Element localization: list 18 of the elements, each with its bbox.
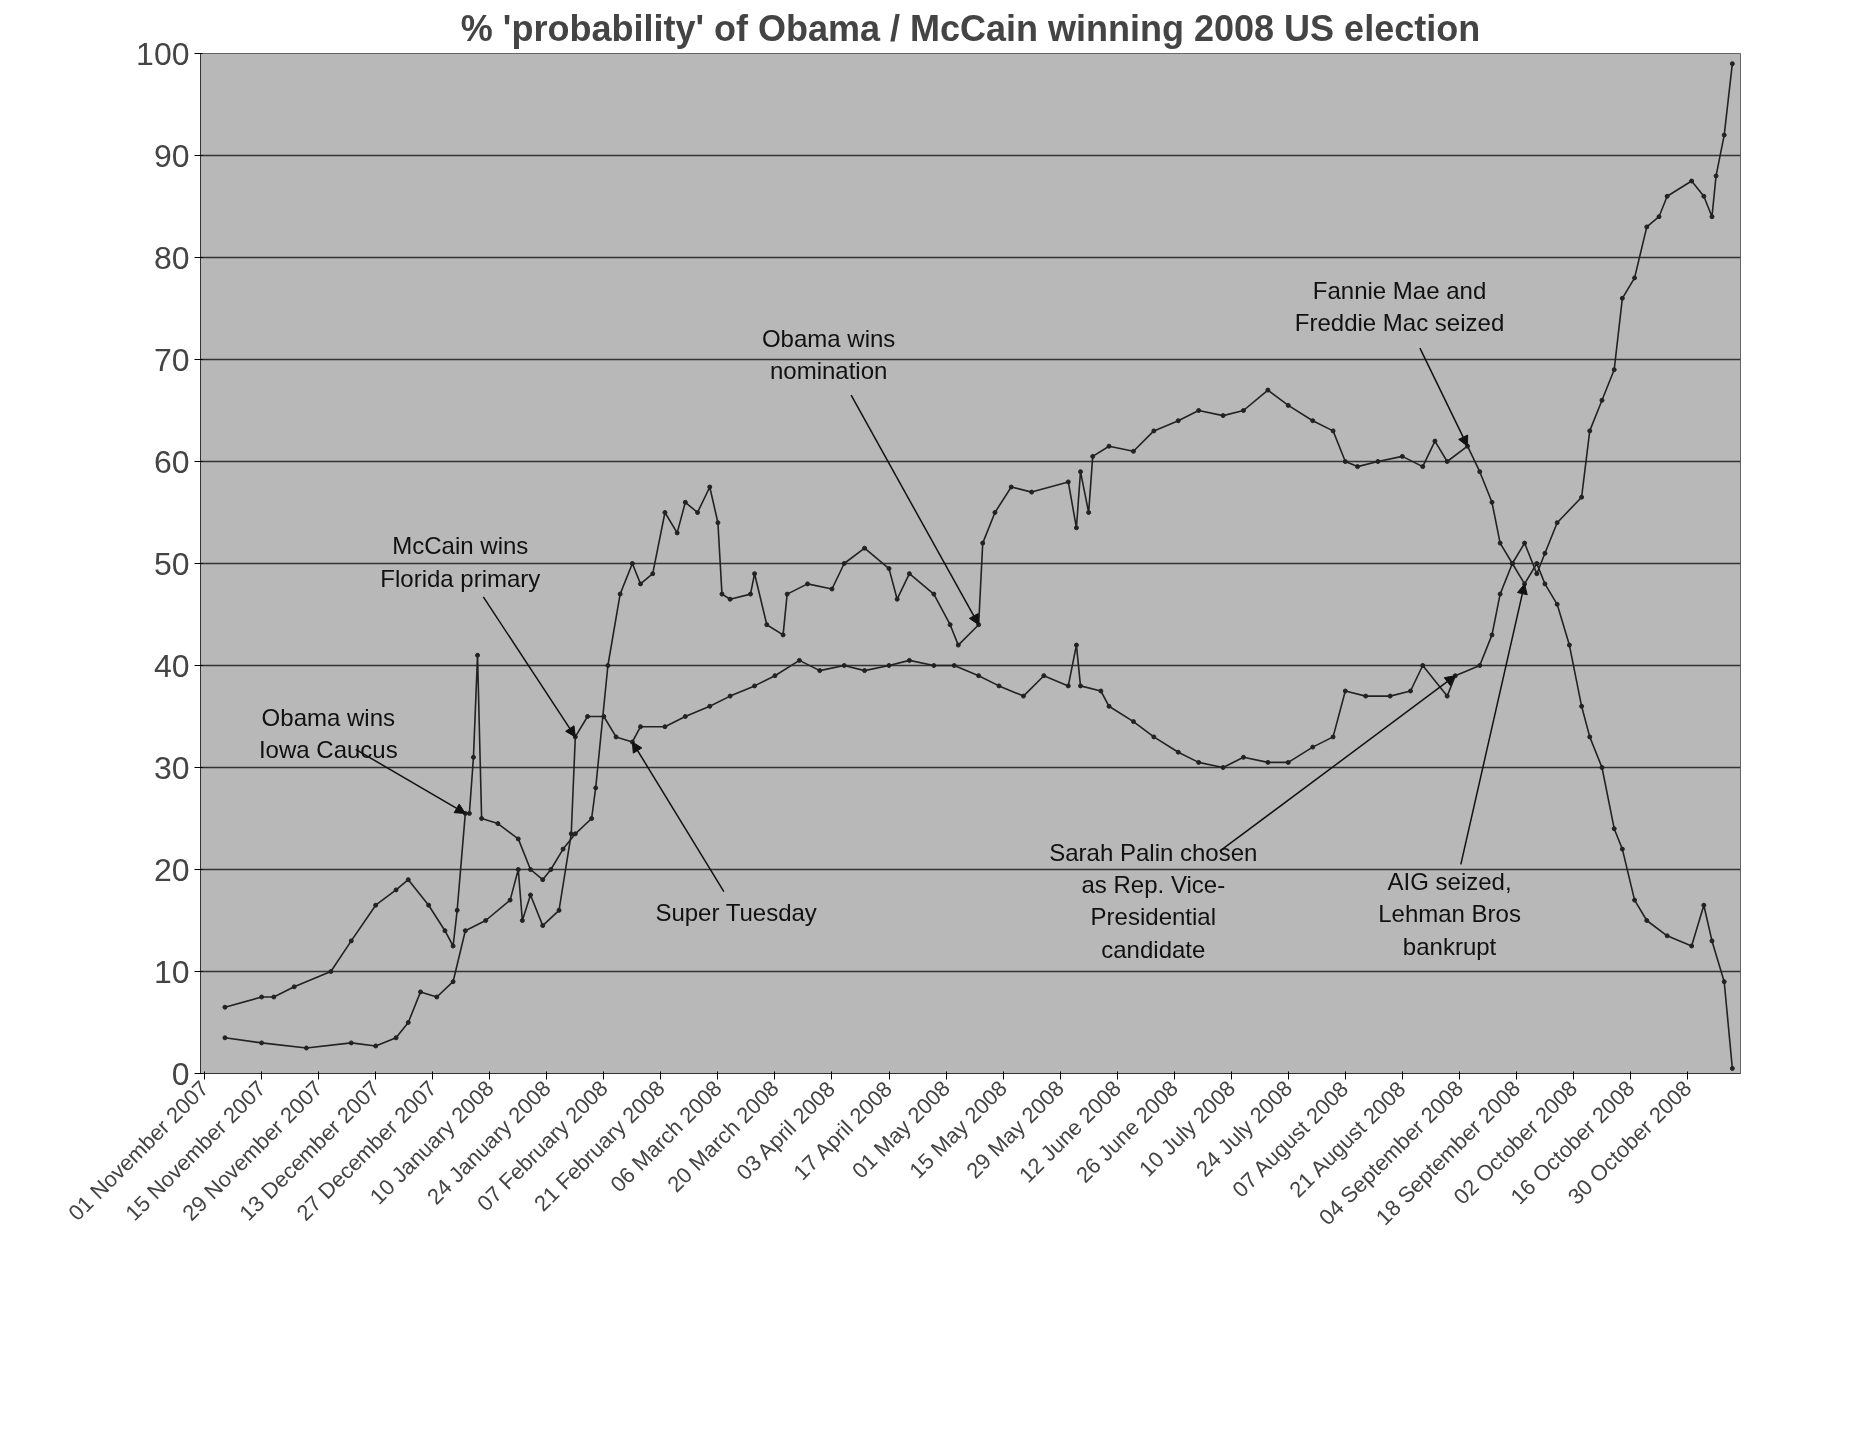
chart-title: % 'probability' of Obama / McCain winning 2008 US election	[460, 7, 1481, 49]
y-tick-label: 40	[153, 647, 190, 684]
y-tick-label: 10	[153, 953, 190, 990]
y-tick-label: 70	[153, 341, 190, 378]
annotation: Fannie Mae and Freddie Mac seized	[1294, 276, 1505, 336]
y-tick-label: 50	[153, 545, 190, 582]
y-tick-label: 20	[153, 851, 190, 888]
y-tick-label: 60	[153, 443, 190, 480]
y-tick-label: 90	[153, 137, 190, 174]
annotation: Obama wins nomination	[761, 325, 896, 385]
annotation: AIG seized, Lehman Bros bankrupt	[1378, 868, 1521, 960]
annotation: Sarah Palin chosen as Rep. Vice- Presidential candidate	[1049, 838, 1258, 963]
annotation: Obama wins Iowa Caucus	[258, 703, 398, 764]
y-tick-label: 100	[136, 35, 190, 72]
annotation: Super Tuesday	[655, 898, 817, 926]
annotation: McCain wins Florida primary	[380, 532, 541, 592]
y-tick-label: 30	[153, 749, 190, 786]
y-tick-label: 80	[153, 239, 190, 276]
